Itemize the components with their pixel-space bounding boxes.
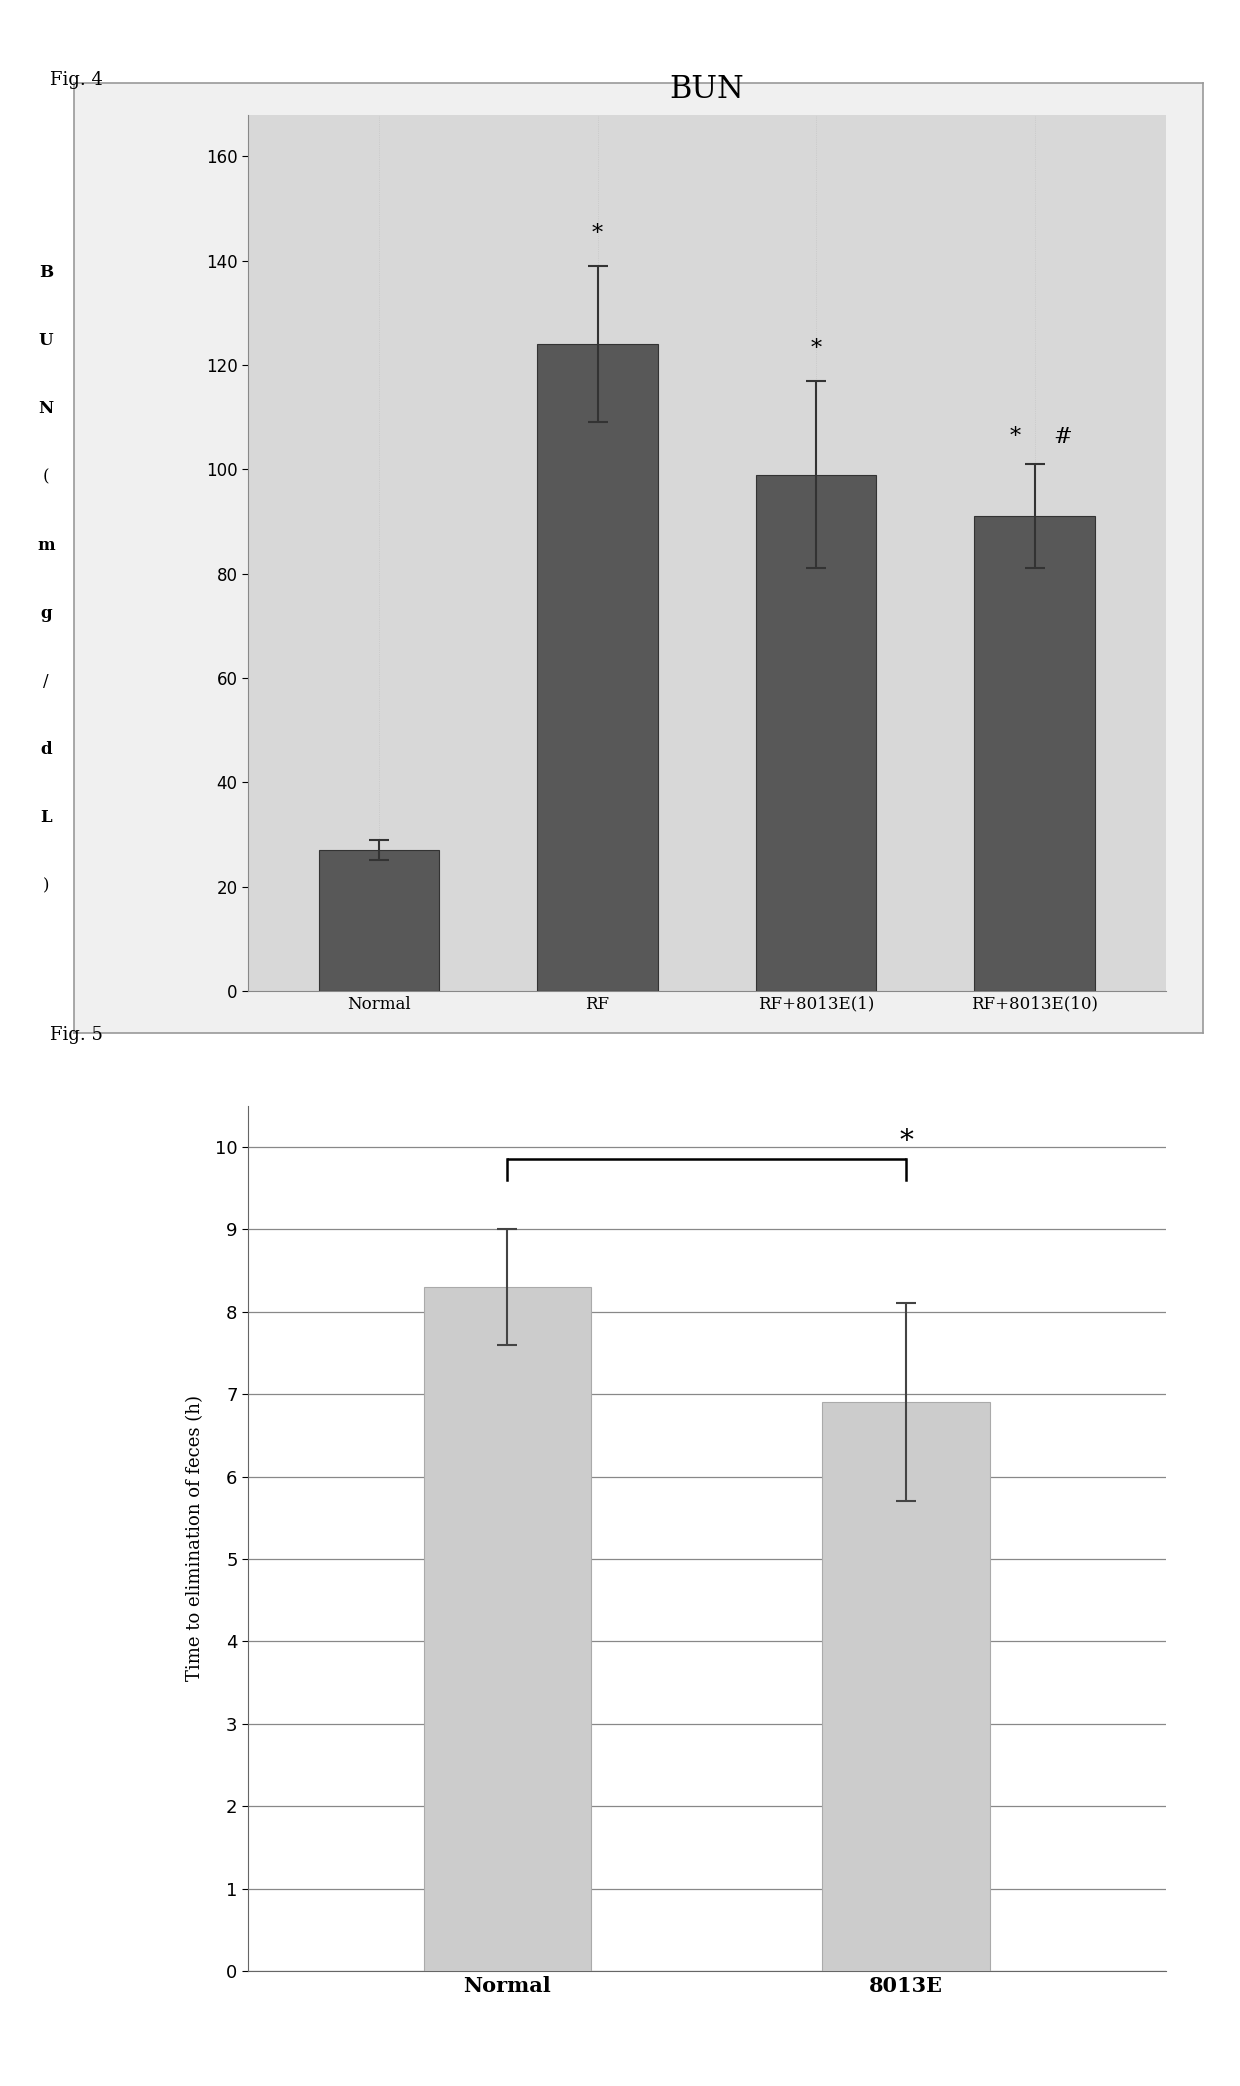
Text: *: * <box>1009 426 1021 448</box>
Bar <box>756 474 877 991</box>
Text: N: N <box>38 401 53 417</box>
Text: ): ) <box>43 878 50 895</box>
Bar <box>822 1402 990 1971</box>
Text: *: * <box>899 1129 913 1156</box>
Text: (: ( <box>43 469 50 486</box>
Bar <box>319 851 439 991</box>
Text: B: B <box>40 265 53 282</box>
Text: /: / <box>43 674 48 690</box>
Bar <box>424 1287 591 1971</box>
Text: Fig. 5: Fig. 5 <box>50 1026 103 1045</box>
Text: #: # <box>1054 426 1073 448</box>
Text: L: L <box>41 809 52 826</box>
Text: g: g <box>41 605 52 622</box>
Bar <box>537 344 657 991</box>
Text: m: m <box>37 536 55 553</box>
Title: BUN: BUN <box>670 75 744 104</box>
Text: d: d <box>41 741 52 757</box>
Text: Fig. 4: Fig. 4 <box>50 71 103 90</box>
Text: *: * <box>811 338 822 359</box>
Text: *: * <box>591 223 603 244</box>
Text: U: U <box>38 332 53 348</box>
Bar <box>975 515 1095 991</box>
Y-axis label: Time to elimination of feces (h): Time to elimination of feces (h) <box>186 1396 203 1681</box>
